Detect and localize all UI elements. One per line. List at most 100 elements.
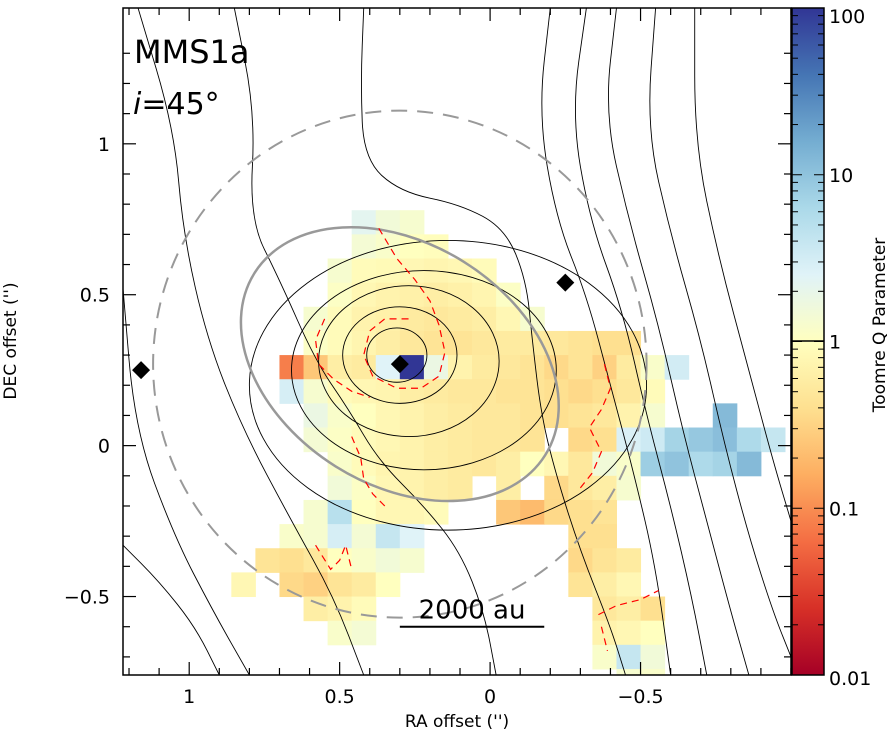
q-map-cell [327, 282, 353, 308]
density-contours [123, 8, 791, 675]
source-marker-diamond [556, 273, 575, 292]
q-map-cell [447, 403, 473, 429]
q-map-cell [592, 379, 617, 404]
q-map-cell [423, 451, 449, 477]
q-map-cell [303, 403, 329, 429]
density-contour [361, 8, 626, 675]
q-map-cell [568, 451, 593, 477]
colorbar-title: Toomre Q Parameter [870, 238, 889, 414]
q-map-cell [375, 330, 401, 356]
q-map-cell [568, 355, 593, 380]
q-map-cell [327, 620, 353, 646]
x-tick-label: 1 [183, 686, 195, 708]
y-tick-label: 0.5 [80, 285, 110, 307]
colorbar: 100 10 1 0.1 0.01 Toomre Q Parameter [791, 6, 889, 690]
q-map-cell [303, 355, 329, 380]
q-map-cell [496, 451, 521, 477]
q-map-cell [736, 451, 762, 477]
q-map-cell [375, 427, 401, 453]
inclination-value: =45° [141, 87, 219, 122]
density-contour [649, 8, 791, 658]
density-contour [366, 327, 428, 383]
q-map-cell [592, 330, 617, 356]
q-map-cell [616, 355, 642, 380]
density-contour [342, 306, 458, 404]
q-map-cell [375, 403, 401, 429]
q-map-cell [399, 499, 425, 525]
q-map-cell [496, 355, 521, 380]
q-map-cell [688, 451, 714, 477]
q-map-cell [351, 258, 377, 284]
q-map-cell [303, 596, 329, 622]
source-marker-diamond [390, 355, 409, 374]
q-map-cell [351, 282, 377, 308]
q-map-cell [423, 330, 449, 356]
q-map-cell [616, 330, 642, 356]
q-map-cell [351, 234, 377, 260]
q-map-cell [327, 572, 353, 598]
q-map-cell [616, 403, 642, 429]
q-map-cell [327, 258, 353, 284]
q-map-cell [375, 258, 401, 284]
q-map-cell [592, 548, 617, 573]
q-map-cell [472, 403, 497, 429]
q-map-cell [351, 403, 377, 429]
q-map-cell [255, 548, 280, 573]
q-map-cell [568, 572, 593, 598]
q-map-cell [303, 548, 329, 573]
q-map-cell [399, 210, 425, 235]
q-map-cell [592, 475, 617, 501]
q-map-cell [447, 379, 473, 404]
q-map-cell [664, 451, 690, 477]
q-map-cell [303, 379, 329, 404]
q-map-cell [592, 596, 617, 622]
q-map-cell [592, 427, 617, 453]
q-map-cell [375, 379, 401, 404]
q-map-cell [423, 427, 449, 453]
y-tick-label: 1 [98, 134, 110, 156]
q-one-contour-segment [351, 436, 386, 507]
q-map-cell [303, 427, 329, 453]
q-map-cell [472, 330, 497, 356]
q-map-cell [640, 355, 666, 380]
q-map-cell [472, 355, 497, 380]
x-tick-label: −0.5 [617, 686, 663, 708]
scale-bar: 2000 au [399, 596, 545, 628]
q-map-cell [592, 403, 617, 429]
q-map-cell [736, 427, 762, 453]
q-map-cell [399, 427, 425, 453]
density-contour [291, 270, 557, 471]
q-one-contour-segment [600, 626, 609, 652]
q-map-cell [327, 596, 353, 622]
q-map-cell [351, 620, 377, 646]
q-map-cell [568, 427, 593, 453]
q-map-cell [303, 499, 329, 525]
q-map-cell [327, 475, 353, 501]
q-map-cell [616, 668, 642, 675]
q-map-cell [423, 379, 449, 404]
q-one-contour-segment [579, 363, 612, 489]
disk-ellipse-outer [152, 109, 648, 619]
q-map-cell [279, 572, 305, 598]
q-map-cell [616, 548, 642, 573]
q-map-cell [616, 620, 642, 646]
x-axis-title: RA offset ('') [405, 712, 509, 732]
q-map-cell [496, 379, 521, 404]
density-contour [123, 544, 220, 675]
q-map-cell [351, 596, 377, 622]
q-map-cell [640, 620, 666, 646]
q-map-cell [616, 644, 642, 670]
q-map-cell [496, 427, 521, 453]
scale-bar-label: 2000 au [419, 596, 526, 626]
colorbar-ticks: 100 10 1 0.1 0.01 [792, 6, 871, 690]
q-map-cell [399, 403, 425, 429]
q-map-cell [399, 451, 425, 477]
q-map-cell [568, 475, 593, 501]
q-map-cell [592, 499, 617, 525]
q-map-cell [568, 403, 593, 429]
q-map-cell [375, 499, 401, 525]
q-map-cell [520, 355, 545, 380]
q-map-cell [351, 524, 377, 549]
q-map-cell [592, 644, 617, 670]
